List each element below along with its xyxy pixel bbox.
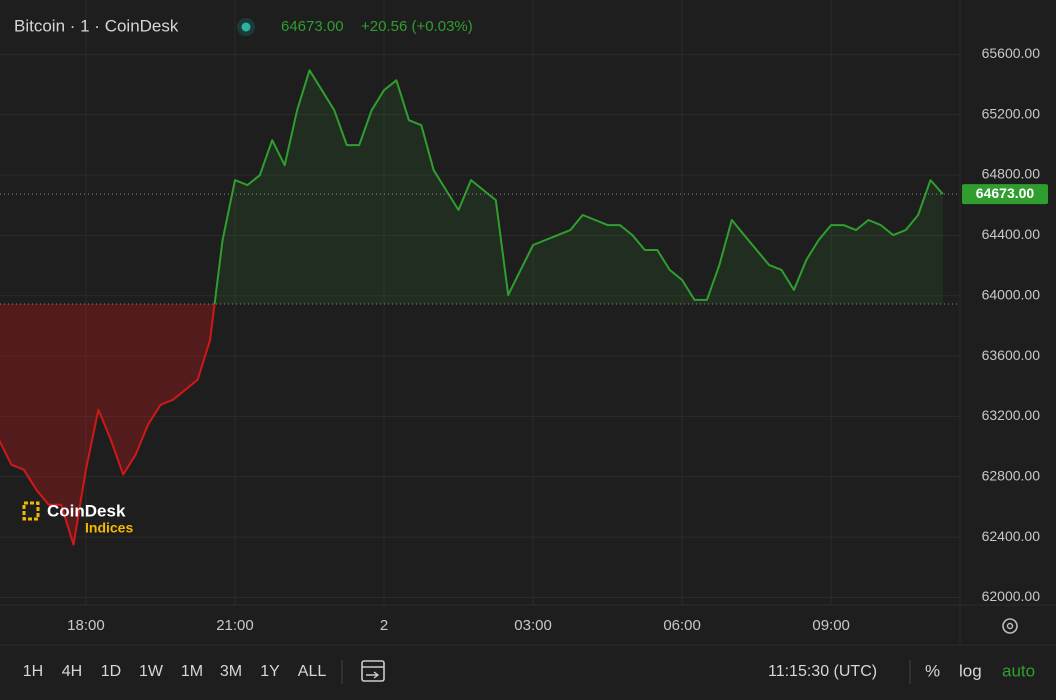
range-button[interactable]: 1Y bbox=[260, 663, 280, 680]
price-line bbox=[0, 69, 944, 546]
y-tick-label: 63600.00 bbox=[982, 347, 1041, 363]
header-price: 64673.00 bbox=[281, 18, 344, 35]
y-tick-label: 65200.00 bbox=[982, 105, 1041, 121]
range-button[interactable]: 1M bbox=[181, 663, 203, 680]
y-tick-label: 65600.00 bbox=[982, 45, 1041, 61]
plot bbox=[0, 69, 960, 546]
chart-title: Bitcoin · 1 · CoinDesk bbox=[14, 16, 179, 35]
area-fill bbox=[0, 70, 943, 545]
clock: 11:15:30 (UTC) bbox=[768, 663, 877, 680]
settings-icon[interactable] bbox=[1002, 618, 1018, 634]
range-button[interactable]: 1W bbox=[139, 663, 164, 680]
y-tick-label: 62800.00 bbox=[982, 467, 1041, 483]
y-tick-label: 64800.00 bbox=[982, 166, 1041, 182]
status-dot bbox=[241, 22, 251, 32]
date-range-icon[interactable] bbox=[361, 660, 385, 682]
percent-toggle[interactable]: % bbox=[925, 661, 940, 680]
x-tick-label: 06:00 bbox=[663, 617, 701, 634]
x-tick-label: 21:00 bbox=[216, 617, 254, 634]
header-change: +20.56 (+0.03%) bbox=[361, 18, 473, 35]
logo-sub: Indices bbox=[85, 520, 133, 536]
y-tick-label: 64400.00 bbox=[982, 226, 1041, 242]
x-tick-label: 03:00 bbox=[514, 617, 552, 634]
x-tick-label: 09:00 bbox=[812, 617, 850, 634]
y-tick-label: 62400.00 bbox=[982, 528, 1041, 544]
x-tick-label: 2 bbox=[380, 617, 388, 634]
logo-name: CoinDesk bbox=[47, 501, 126, 520]
range-button[interactable]: ALL bbox=[298, 663, 327, 680]
logo-icon bbox=[22, 501, 40, 521]
price-label-box bbox=[962, 184, 1048, 205]
log-toggle[interactable]: log bbox=[959, 661, 982, 680]
y-tick-label: 64000.00 bbox=[982, 286, 1041, 302]
auto-toggle[interactable]: auto bbox=[1002, 661, 1035, 680]
y-tick-label: 62000.00 bbox=[982, 588, 1041, 604]
range-button[interactable]: 4H bbox=[62, 663, 82, 680]
logo: CoinDesk Indices bbox=[22, 501, 133, 536]
y-tick-label: 63200.00 bbox=[982, 407, 1041, 423]
range-button[interactable]: 1H bbox=[23, 663, 43, 680]
range-button[interactable]: 1D bbox=[101, 663, 121, 680]
toolbar: 1H 4H 1D 1W 1M 3M 1Y ALL bbox=[23, 660, 343, 684]
range-button[interactable]: 3M bbox=[220, 663, 242, 680]
price-label: 64673.00 bbox=[976, 185, 1035, 201]
x-tick-label: 18:00 bbox=[67, 617, 105, 634]
